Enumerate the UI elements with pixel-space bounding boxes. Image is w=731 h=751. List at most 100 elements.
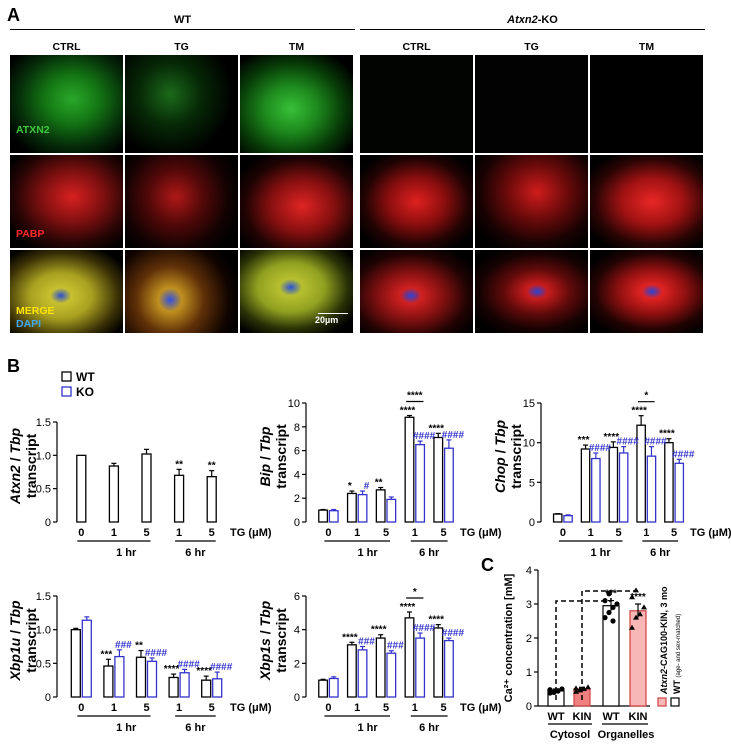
chart-calcium-ylabel: Ca²⁺ concentration [mM] [503,573,515,702]
chart-xbp1s-ytick-label: 0 [294,692,300,704]
chart-bip-xunit: TG (μM) [460,527,502,539]
chart-bip-bar-wt [318,509,329,523]
col-label-ko-ctrl: CTRL [402,41,431,53]
chart-xbp1u-sig-label: **** [164,664,180,675]
chart-xbp1s-ytick-label: 2 [294,658,300,670]
chart-atxn2-sig-label: ** [175,459,183,470]
col-label-wt-ctrl: CTRL [52,41,81,53]
chart-atxn2-ytick-label: 1.0 [36,450,51,462]
chart-atxn2-xunit: TG (μM) [230,527,272,539]
chart-bip-xtick-label: 1 [354,527,360,539]
chart-xbp1u-sig-label: *** [101,649,113,660]
chart-xbp1u-ytick-label: 0 [45,692,51,704]
chart-xbp1u-xtick-label: 5 [143,702,149,714]
chart-xbp1s-ytick-label: 6 [294,591,300,603]
chart-xbp1s-bar-wt [375,637,386,698]
chart-chop-xunit: TG (μM) [690,527,731,539]
micrograph-atxn2-wt-ctrl [10,55,123,153]
micrograph-merge-ko-tm [590,250,703,333]
chart-bip-ytick-label: 0 [294,517,300,529]
chart-bip-bar-ko [415,443,426,523]
row-label-pabp: PABP [16,228,45,240]
chart-xbp1s-ytick-label: 4 [294,625,300,637]
micrograph-atxn2-ko-tg [475,55,588,153]
chart-chop-group-6hr: 6 hr [650,547,671,559]
legend-wt-c-label: WT (age- and sex-matched) [672,614,682,694]
chart-bip-sig-label: **** [428,423,444,434]
chart-calcium-bar-kin [629,610,647,707]
chart-chop-ylabel-line2: transcript [508,424,524,489]
chart-xbp1s-xtick-label: 5 [441,702,447,714]
chart-xbp1u-ylabel-line2: transcript [23,608,39,673]
chart-xbp1u-xtick-label: 0 [78,702,84,714]
chart-chop-group-1hr: 1 hr [591,547,612,559]
chart-calcium-point [641,604,647,610]
panel-c-letter: C [481,555,494,575]
chart-bip-sig-label: * [348,481,352,492]
chart-xbp1s-group-6hr: 6 hr [419,722,440,734]
chart-xbp1s-sig-label: **** [342,632,358,643]
chart-chop-bracket-label: * [644,391,648,402]
chart-bip-xtick-label: 1 [412,527,418,539]
wt-group-rule [10,29,355,30]
ko-group-rule [360,29,705,30]
micrograph-pabp-ko-tg [475,155,588,248]
chart-xbp1u-bar-ko [81,619,92,698]
chart-xbp1u-xunit: TG (μM) [230,702,272,714]
legend-wt-label: WT [76,370,95,384]
row-label-merge: MERGE [16,305,55,317]
chart-calcium-point [585,684,591,690]
chart-xbp1u-ytick-label: 0.5 [36,658,51,670]
micrograph-merge-ko-ctrl [360,250,473,333]
chart-calcium-point [547,687,553,693]
chart-bip-ylabel-line2: transcript [273,424,289,489]
scale-bar-label: 20µm [315,315,339,325]
chart-xbp1u-xtick-label: 5 [209,702,215,714]
chart-atxn2-bar-wt [108,465,120,523]
micrograph-merge-wt-tm [240,250,353,333]
ko-title-gene: Atxn2 [507,14,538,26]
micrograph-pabp-wt-tm [240,155,353,248]
chart-xbp1u-xtick-label: 1 [176,702,182,714]
chart-xbp1u-bar-wt [135,656,147,698]
micrograph-atxn2-wt-tg [125,55,238,153]
micrograph-pabp-wt-ctrl [10,155,123,248]
chart-xbp1s-bar-wt [318,679,329,698]
micrograph-atxn2-ko-ctrl [360,55,473,153]
chart-atxn2-bar-wt [76,454,87,523]
chart-xbp1s-bar-ko [415,637,426,698]
chart-calcium-point [637,611,643,617]
chart-bip-ytick-label: 4 [294,469,300,481]
chart-calcium-point [629,594,635,600]
chart-atxn2-group-6hr: 6 hr [185,547,206,559]
chart-xbp1s-bracket-label: * [413,587,417,598]
chart-atxn2-xtick-label: 1 [111,527,117,539]
chart-calcium-ytick-label: 0 [526,701,532,713]
chart-xbp1s-group-1hr: 1 hr [358,722,379,734]
col-label-ko-tg: TG [524,41,539,53]
chart-xbp1s-ylabel: Xbp1s / Tbp [257,600,273,681]
chart-chop-sig-label: #### [672,449,695,460]
chart-chop-sig-label: **** [659,429,675,440]
chart-xbp1u-group-6hr: 6 hr [185,722,206,734]
chart-atxn2-ytick-label: 1.5 [36,417,51,429]
chart-atxn2-ytick-label: 0 [45,517,51,529]
chart-chop-xtick-label: 1 [588,527,594,539]
chart-bip-bar-ko [443,447,454,523]
panel-a-letter: A [7,5,20,25]
legend-kin-swatch [657,697,667,707]
chart-xbp1u-sig-label: #### [177,659,200,670]
chart-bip-bar-ko [386,498,397,523]
chart-chop-ytick-label: 10 [523,438,535,450]
chart-atxn2-xtick-label: 1 [176,527,182,539]
chart-chop-sig-label: #### [617,437,640,448]
chart-xbp1s-xunit: TG (μM) [460,702,502,714]
chart-calcium-ytick-label: 3 [526,599,532,611]
chart-chop-xtick-label: 0 [560,527,566,539]
chart-xbp1u-ylabel: Xbp1u / Tbp [7,600,23,682]
chart-chop-bar-wt [580,448,591,523]
chart-xbp1u-ytick-label: 1.0 [36,625,51,637]
chart-calcium-sig-label: **** [630,592,646,603]
chart-calcium-xtick-label: WT [547,711,564,723]
